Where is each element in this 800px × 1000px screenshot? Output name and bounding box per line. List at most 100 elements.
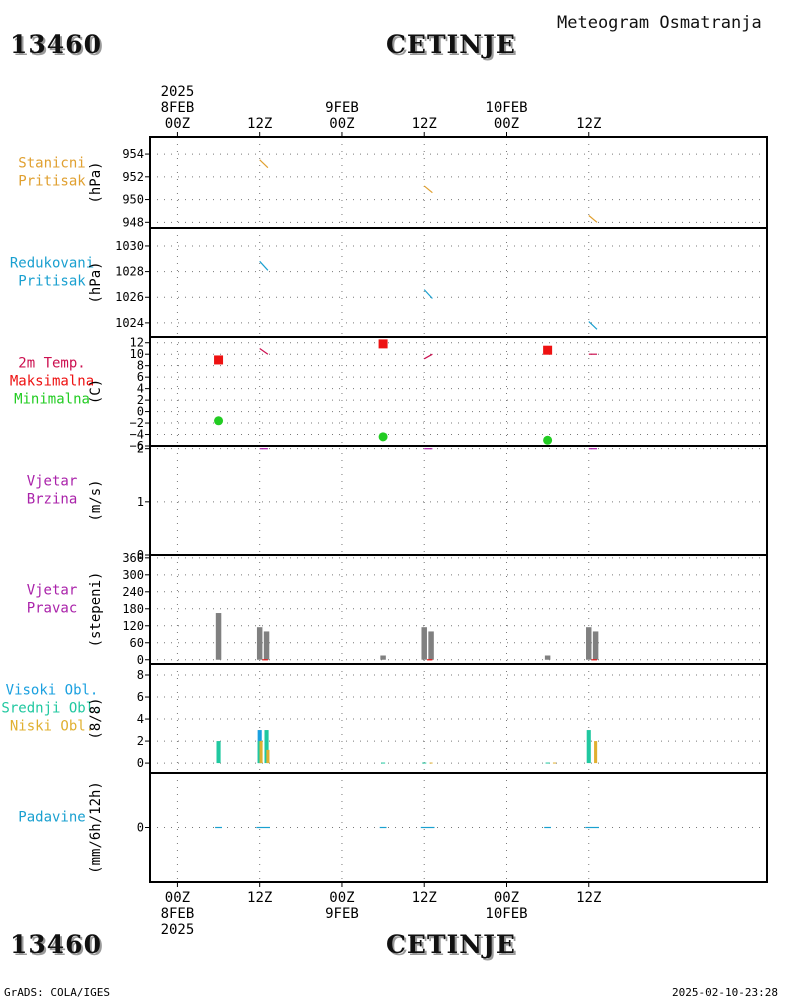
x-tick-label-top: 00Z [165, 116, 190, 132]
bar [216, 741, 221, 764]
station-name-bottom: CETINJE [386, 930, 516, 959]
panel-label: Minimalna [14, 392, 90, 408]
y-tick-label: 1 [137, 495, 144, 509]
y-tick-label: 952 [122, 170, 144, 184]
panel-label: Brzina [27, 492, 78, 508]
y-tick-label: 2 [137, 734, 144, 748]
series-segment [259, 348, 269, 355]
station-id-bottom: 13460 [10, 930, 102, 959]
panel-label: Visoki Obl. [6, 683, 99, 699]
tmax-marker [214, 355, 224, 365]
y-tick-label: 6 [137, 370, 144, 384]
x-tick-label-bottom: 12Z [412, 890, 437, 906]
bar [552, 762, 557, 764]
y-tick-label: 120 [122, 619, 144, 633]
y-tick-label: 180 [122, 602, 144, 616]
x-tick-label-top: 8FEB [161, 100, 195, 116]
panel-label: Redukovani [10, 256, 94, 272]
panel-label: Vjetar [27, 583, 78, 599]
y-tick-label: 2 [137, 442, 144, 456]
y-tick-label: −4 [130, 428, 144, 442]
y-tick-label: 950 [122, 193, 144, 207]
x-tick-label-top: 12Z [576, 116, 601, 132]
y-tick-label: 360 [122, 551, 144, 565]
panel-label: Pritisak [18, 274, 86, 290]
x-tick-label-bottom: 12Z [247, 890, 272, 906]
panel-label: Padavine [18, 810, 85, 826]
y-tick-label: 0 [137, 548, 144, 562]
x-tick-label-top: 2025 [161, 84, 195, 100]
station-id-top: 13460 [10, 30, 102, 59]
y-tick-label: 0 [137, 653, 144, 667]
bar [266, 749, 270, 764]
bar [215, 613, 222, 660]
meteogram-title: Meteogram Osmatranja [557, 13, 762, 33]
unit-label: (8/8) [88, 697, 104, 739]
bar [586, 730, 591, 764]
series-segment [423, 289, 433, 299]
bar [264, 730, 269, 764]
y-tick-label: 0 [137, 756, 144, 770]
panel-label: Vjetar [27, 474, 78, 490]
tmax-marker [378, 339, 388, 349]
station-name-top: CETINJE [386, 30, 516, 59]
y-tick-label: 8 [137, 359, 144, 373]
x-tick-label-top: 12Z [247, 116, 272, 132]
y-tick-label: 1024 [115, 316, 144, 330]
y-tick-label: 954 [122, 147, 144, 161]
x-tick-label-top: 00Z [329, 116, 354, 132]
y-tick-label: 12 [130, 336, 144, 350]
y-tick-label: 60 [130, 636, 144, 650]
series-segment [588, 215, 598, 223]
bar [421, 627, 427, 660]
tmax-marker [543, 345, 553, 355]
panel-label: Niski Obl. [10, 719, 94, 735]
y-tick-label: 8 [137, 668, 144, 682]
x-tick-label-top: 10FEB [485, 100, 527, 116]
panel-label: Stanicni [18, 156, 85, 172]
y-tick-label: 240 [122, 585, 144, 599]
y-tick-label: 1026 [115, 290, 144, 304]
y-tick-label: 10 [130, 347, 144, 361]
y-tick-label: 0 [137, 405, 144, 419]
bar [380, 655, 386, 660]
tmin-marker [543, 435, 553, 445]
unit-label: (stepeni) [88, 572, 104, 648]
unit-label: (hPa) [88, 261, 104, 303]
x-tick-label-bottom: 12Z [576, 890, 601, 906]
panel-label: Pritisak [18, 174, 86, 190]
panel-label: 2m Temp. [18, 356, 85, 372]
x-tick-label-bottom: 00Z [329, 890, 354, 906]
y-tick-label: 6 [137, 690, 144, 704]
x-tick-label-bottom: 9FEB [325, 906, 359, 922]
unit-label: (mm/6h/12h) [88, 781, 104, 874]
x-tick-label-bottom: 8FEB [161, 906, 195, 922]
bar [256, 627, 263, 660]
unit-label: (m/s) [88, 479, 104, 521]
bar [428, 631, 434, 660]
bar [422, 762, 427, 764]
bar [263, 631, 270, 660]
x-tick-label-bottom: 2025 [161, 922, 195, 938]
y-tick-label: −2 [130, 416, 144, 430]
credit-text: GrADS: COLA/IGES [4, 986, 110, 999]
y-tick-label: 1028 [115, 265, 144, 279]
series-segment [423, 353, 433, 360]
bar [592, 631, 599, 660]
timestamp-text: 2025-02-10-23:28 [672, 986, 778, 999]
y-tick-label: −6 [130, 439, 144, 453]
series-segment [588, 321, 598, 330]
tmin-marker [214, 416, 224, 426]
y-tick-label: 4 [137, 712, 144, 726]
bar [429, 762, 433, 764]
x-tick-label-bottom: 00Z [494, 890, 519, 906]
series-segment [423, 185, 433, 194]
y-tick-label: 2 [137, 393, 144, 407]
unit-label: (hPa) [88, 161, 104, 203]
bar [545, 762, 550, 764]
bar [594, 741, 598, 764]
panel-label: Srednji Obl. [1, 701, 102, 717]
x-tick-label-top: 00Z [494, 116, 519, 132]
chart-frame [149, 136, 768, 883]
